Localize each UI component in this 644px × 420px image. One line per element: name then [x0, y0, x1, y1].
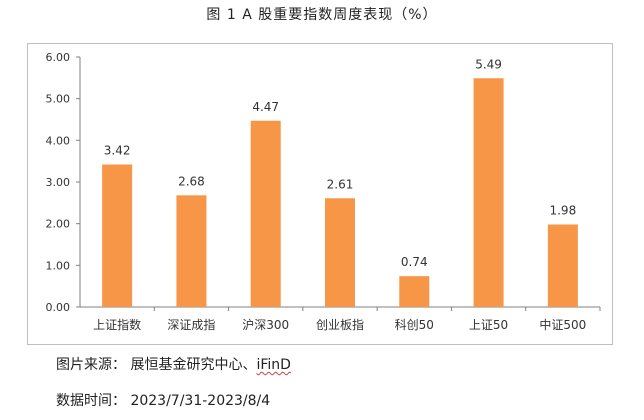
source-brand: iFinD — [256, 357, 291, 373]
category-label: 中证500 — [539, 317, 586, 332]
time-line: 数据时间： 2023/7/31-2023/8/4 — [56, 390, 270, 410]
y-tick-label: 4.00 — [46, 134, 71, 147]
y-tick-label: 3.00 — [46, 176, 71, 189]
y-tick-label: 0.00 — [46, 301, 71, 314]
bar — [250, 120, 281, 307]
category-label: 科创50 — [395, 318, 434, 332]
y-tick-label: 2.00 — [46, 218, 71, 231]
data-label: 2.68 — [178, 174, 205, 188]
y-tick-label: 1.00 — [46, 259, 71, 272]
bar — [325, 198, 355, 307]
data-label: 4.47 — [252, 100, 279, 114]
category-label: 创业板指 — [316, 317, 364, 332]
category-label: 深证成指 — [167, 317, 215, 332]
chart-frame — [27, 43, 613, 345]
category-label: 沪深300 — [242, 318, 289, 332]
source-label: 图片来源： — [56, 357, 126, 373]
bar — [547, 224, 578, 307]
category-label: 上证指数 — [93, 317, 141, 332]
data-label: 3.42 — [104, 144, 131, 158]
y-tick-label: 5.00 — [46, 93, 71, 106]
time-label: 数据时间： — [56, 393, 126, 409]
category-label: 上证50 — [469, 318, 508, 332]
time-value: 2023/7/31-2023/8/4 — [130, 393, 271, 409]
source-value: 展恒基金研究中心、 — [130, 357, 257, 373]
data-label: 2.61 — [327, 177, 354, 191]
bar — [399, 276, 430, 307]
y-tick-label: 6.00 — [46, 51, 71, 64]
data-label: 5.49 — [475, 57, 502, 71]
bar — [176, 195, 207, 307]
chart-title: 图 1 A 股重要指数周度表现（%） — [206, 7, 438, 23]
data-label: 1.98 — [549, 204, 576, 218]
source-line: 图片来源： 展恒基金研究中心、iFinD — [56, 354, 291, 374]
bar — [473, 78, 504, 307]
bar — [102, 164, 133, 307]
data-label: 0.74 — [401, 255, 428, 269]
